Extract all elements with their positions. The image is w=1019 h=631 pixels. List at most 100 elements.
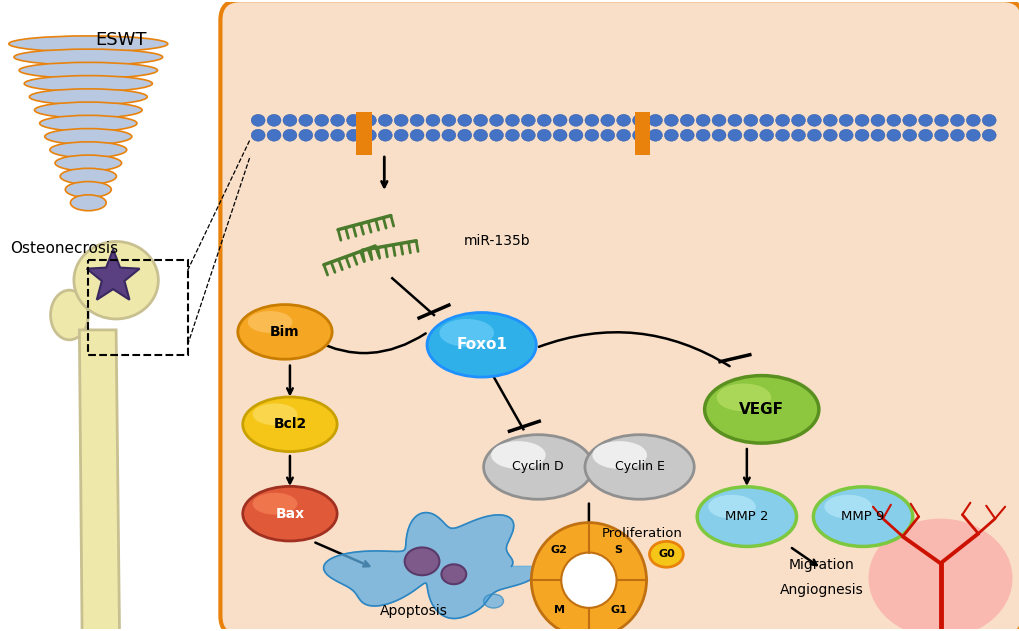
Text: Angiognesis: Angiognesis: [779, 583, 862, 597]
Ellipse shape: [743, 114, 757, 126]
Polygon shape: [323, 512, 536, 618]
Ellipse shape: [569, 129, 583, 141]
Text: Migration: Migration: [788, 558, 853, 572]
Ellipse shape: [73, 242, 158, 319]
Text: VEGF: VEGF: [739, 402, 784, 417]
Ellipse shape: [243, 397, 337, 452]
Ellipse shape: [569, 114, 583, 126]
Ellipse shape: [45, 129, 131, 144]
Ellipse shape: [458, 114, 471, 126]
Ellipse shape: [807, 114, 820, 126]
Ellipse shape: [716, 384, 770, 411]
Ellipse shape: [839, 129, 852, 141]
Bar: [356, 112, 372, 155]
Ellipse shape: [405, 548, 439, 575]
Ellipse shape: [616, 114, 630, 126]
Polygon shape: [79, 330, 121, 631]
Ellipse shape: [743, 129, 757, 141]
Ellipse shape: [378, 114, 392, 126]
Ellipse shape: [774, 129, 789, 141]
Ellipse shape: [791, 129, 805, 141]
Ellipse shape: [251, 114, 265, 126]
Ellipse shape: [759, 129, 772, 141]
Ellipse shape: [707, 495, 755, 519]
Ellipse shape: [299, 114, 313, 126]
Ellipse shape: [410, 129, 424, 141]
Ellipse shape: [439, 319, 493, 347]
Ellipse shape: [663, 129, 678, 141]
Ellipse shape: [663, 114, 678, 126]
Ellipse shape: [807, 129, 820, 141]
Ellipse shape: [55, 155, 121, 171]
Ellipse shape: [394, 114, 408, 126]
Ellipse shape: [441, 129, 455, 141]
Ellipse shape: [473, 129, 487, 141]
Text: Proliferation: Proliferation: [601, 527, 683, 540]
Ellipse shape: [918, 114, 931, 126]
Ellipse shape: [24, 76, 152, 91]
Ellipse shape: [521, 129, 535, 141]
Ellipse shape: [902, 114, 916, 126]
Ellipse shape: [697, 487, 796, 546]
Ellipse shape: [267, 114, 280, 126]
Ellipse shape: [483, 594, 503, 608]
Ellipse shape: [704, 375, 818, 443]
Ellipse shape: [50, 142, 126, 158]
Ellipse shape: [243, 487, 337, 541]
Ellipse shape: [632, 129, 646, 141]
Ellipse shape: [14, 49, 162, 65]
Text: Cyclin D: Cyclin D: [512, 461, 564, 473]
Text: Osteonecrosis: Osteonecrosis: [10, 241, 118, 256]
Ellipse shape: [346, 114, 360, 126]
Ellipse shape: [40, 115, 137, 131]
Text: M: M: [553, 605, 565, 615]
Ellipse shape: [537, 114, 550, 126]
Ellipse shape: [648, 129, 661, 141]
Ellipse shape: [426, 129, 439, 141]
Ellipse shape: [902, 129, 916, 141]
Ellipse shape: [965, 114, 979, 126]
Text: G0: G0: [657, 549, 675, 559]
Ellipse shape: [822, 129, 837, 141]
Text: ESWT: ESWT: [95, 31, 147, 49]
Ellipse shape: [696, 129, 709, 141]
Ellipse shape: [248, 311, 292, 333]
Ellipse shape: [950, 129, 963, 141]
FancyBboxPatch shape: [220, 0, 1019, 631]
Ellipse shape: [490, 441, 545, 469]
Ellipse shape: [632, 114, 646, 126]
Ellipse shape: [346, 129, 360, 141]
Text: Apoptosis: Apoptosis: [380, 604, 447, 618]
Ellipse shape: [458, 129, 471, 141]
Ellipse shape: [870, 114, 884, 126]
Ellipse shape: [680, 114, 694, 126]
Ellipse shape: [505, 129, 519, 141]
Ellipse shape: [330, 129, 344, 141]
Ellipse shape: [887, 129, 900, 141]
Ellipse shape: [426, 114, 439, 126]
Text: S: S: [614, 545, 622, 555]
Ellipse shape: [427, 312, 536, 377]
Bar: [89, 261, 187, 355]
Ellipse shape: [696, 114, 709, 126]
Polygon shape: [87, 249, 140, 300]
Ellipse shape: [616, 129, 630, 141]
Ellipse shape: [65, 182, 111, 198]
Ellipse shape: [505, 114, 519, 126]
Circle shape: [560, 553, 615, 608]
Ellipse shape: [267, 129, 280, 141]
Text: miR-135b: miR-135b: [464, 233, 530, 247]
Ellipse shape: [933, 129, 948, 141]
Ellipse shape: [60, 168, 116, 184]
Ellipse shape: [521, 114, 535, 126]
Ellipse shape: [822, 114, 837, 126]
Text: Foxo1: Foxo1: [455, 338, 506, 352]
Ellipse shape: [950, 114, 963, 126]
Ellipse shape: [378, 129, 392, 141]
Ellipse shape: [483, 435, 592, 499]
Ellipse shape: [854, 114, 868, 126]
Ellipse shape: [839, 114, 852, 126]
Ellipse shape: [282, 114, 297, 126]
Ellipse shape: [981, 114, 996, 126]
Ellipse shape: [592, 441, 646, 469]
